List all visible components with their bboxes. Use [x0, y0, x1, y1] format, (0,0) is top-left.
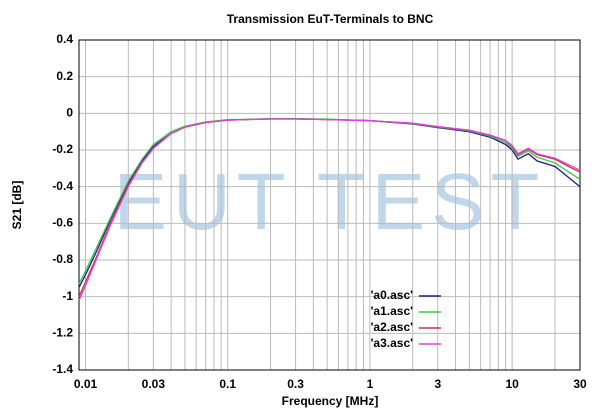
x-tick-label: 0.03 — [142, 377, 166, 391]
x-tick-label: 3 — [434, 377, 441, 391]
legend-label: 'a1.asc' — [371, 304, 414, 318]
y-tick-label: 0.2 — [56, 69, 73, 83]
plot-frame — [78, 39, 581, 371]
x-tick-label: 1 — [367, 377, 374, 391]
y-tick-label: -0.8 — [52, 252, 73, 266]
y-tick-label: -1.2 — [52, 326, 73, 340]
chart-title: Transmission EuT-Terminals to BNC — [227, 12, 434, 26]
x-tick-label: 0.3 — [287, 377, 304, 391]
y-tick-label: -1 — [62, 289, 73, 303]
y-tick-label: -0.2 — [52, 142, 73, 156]
x-tick-label: 0.01 — [74, 377, 98, 391]
y-tick-label: -1.4 — [52, 362, 73, 376]
y-tick-label: -0.6 — [52, 216, 73, 230]
x-axis-label: Frequency [MHz] — [282, 394, 379, 408]
legend-label: 'a2.asc' — [371, 320, 414, 334]
x-tick-label: 10 — [505, 377, 519, 391]
series-line — [78, 118, 581, 301]
legend-label: 'a0.asc' — [371, 288, 414, 302]
legend-label: 'a3.asc' — [371, 336, 414, 350]
y-tick-label: -0.4 — [52, 179, 73, 193]
y-axis-label: S21 [dB] — [10, 181, 24, 230]
x-tick-label: 30 — [573, 377, 587, 391]
x-tick-label: 0.1 — [219, 377, 236, 391]
y-tick-label: 0 — [66, 106, 73, 120]
y-tick-label: 0.4 — [56, 32, 73, 46]
